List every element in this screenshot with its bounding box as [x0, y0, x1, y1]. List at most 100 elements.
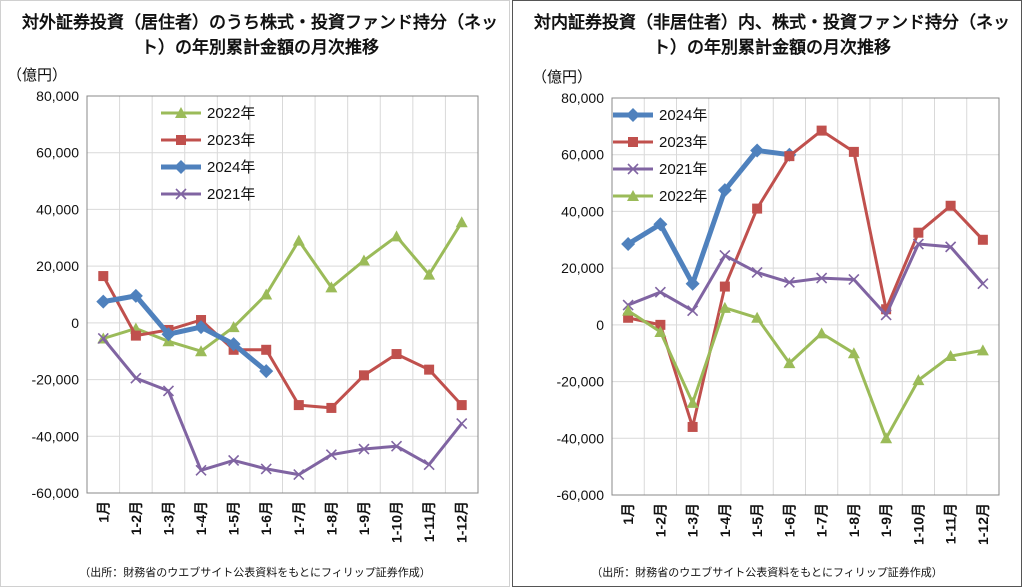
y-tick-label: 80,000	[36, 88, 79, 104]
data-point-2021年	[390, 440, 403, 452]
data-point-2021年	[783, 276, 795, 288]
data-point-2022年	[976, 344, 989, 356]
legend-swatch-marker	[627, 190, 639, 201]
data-point-2024年	[621, 237, 636, 252]
data-point-2023年	[623, 312, 634, 323]
data-point-2021年	[456, 417, 468, 430]
y-tick-label: 80,000	[561, 90, 604, 106]
y-tick-label: -60,000	[32, 485, 80, 501]
data-point-2022年	[718, 301, 731, 313]
data-point-2021年	[751, 266, 763, 278]
y-tick-label: 0	[71, 315, 79, 331]
y-axis-unit-label: （億円）	[7, 67, 67, 84]
data-point-2021年	[195, 464, 207, 476]
data-point-2023年	[719, 281, 730, 292]
data-point-2023年	[752, 203, 763, 214]
data-point-2023年	[687, 421, 698, 432]
y-tick-label: -20,000	[557, 374, 605, 390]
data-point-2024年	[685, 276, 700, 291]
data-point-2024年	[194, 320, 209, 335]
x-tick-label: 1-6月	[258, 501, 274, 535]
data-point-2023年	[326, 402, 337, 413]
outward-investment-chart-panel: 対外証券投資（居住者）のうち株式・投資ファンド持分（ネット）の年別累計金額の月次…	[0, 0, 510, 587]
data-point-2022年	[292, 234, 305, 246]
data-point-2022年	[686, 396, 699, 408]
data-point-2022年	[260, 288, 273, 300]
x-tick-label: 1-10月	[389, 501, 405, 543]
series-line-2022年	[627, 306, 984, 440]
legend-swatch-marker	[176, 135, 186, 145]
data-point-2021年	[293, 469, 305, 481]
plot-frame	[86, 95, 479, 494]
y-tick-label: -40,000	[32, 428, 80, 444]
data-point-2023年	[424, 364, 435, 375]
data-point-2022年	[423, 268, 436, 280]
x-tick-label: 1-10月	[910, 503, 926, 545]
y-tick-label: 40,000	[36, 201, 79, 217]
data-point-2021年	[719, 249, 731, 261]
y-tick-label: -60,000	[557, 487, 605, 503]
data-point-2021年	[816, 272, 828, 284]
data-point-2022年	[880, 432, 893, 444]
data-point-2023年	[816, 125, 827, 136]
data-point-2021年	[654, 286, 666, 298]
data-point-2023年	[784, 151, 795, 162]
data-point-2024年	[259, 364, 274, 379]
x-tick-label: 1-7月	[291, 501, 307, 535]
data-point-2021年	[687, 305, 699, 317]
source-note: （出所：財務省のウエブサイト公表資料をもとにフィリップ証券作成）	[79, 566, 431, 579]
series-line-2022年	[102, 221, 463, 353]
x-tick-label: 1-8月	[846, 503, 862, 537]
y-tick-label: 40,000	[561, 203, 604, 219]
data-point-2023年	[945, 200, 956, 211]
data-point-2021年	[945, 241, 957, 253]
data-point-2024年	[653, 217, 668, 232]
data-point-2023年	[293, 400, 304, 411]
legend-label: 2023年	[659, 134, 707, 151]
legend-swatch-marker	[626, 108, 640, 122]
data-point-2022年	[847, 347, 860, 359]
data-point-2023年	[130, 330, 141, 341]
data-point-2022年	[455, 216, 468, 228]
data-point-2023年	[848, 146, 859, 157]
data-point-2022年	[622, 304, 635, 316]
data-point-2021年	[325, 449, 337, 461]
data-point-2024年	[96, 294, 111, 309]
legend-label: 2024年	[659, 107, 707, 124]
y-axis-unit-label: （億円）	[532, 69, 592, 86]
x-tick-label: 1-9月	[356, 501, 372, 535]
inward-investment-chart: （億円） 80,000 60,000 40,000 20,000 0 -20,000 -40,…	[532, 69, 1000, 545]
data-point-2023年	[456, 400, 467, 411]
data-point-2022年	[944, 350, 957, 362]
data-point-2021年	[228, 454, 240, 466]
data-point-2022年	[325, 281, 338, 293]
y-tick-label: 60,000	[561, 147, 604, 163]
x-tick-label: 1-12月	[975, 503, 991, 545]
x-tick-label: 1-12月	[454, 501, 470, 543]
legend-label: 2022年	[659, 188, 707, 205]
chart-title: 対内証券投資（非居住者）内、株式・投資ファンド持分（ネット）の年別累計金額の月次…	[534, 13, 1010, 58]
y-tick-label: 60,000	[36, 145, 79, 161]
y-tick-label: 20,000	[36, 258, 79, 274]
data-point-2021年	[912, 238, 924, 250]
data-point-2023年	[261, 344, 272, 355]
x-tick-label: 1-7月	[814, 503, 830, 537]
data-point-2024年	[226, 337, 241, 352]
legend-label: 2021年	[207, 186, 255, 203]
y-tick-label: 20,000	[561, 260, 604, 276]
legend-label: 2024年	[207, 159, 255, 176]
x-tick-label: 1-4月	[717, 503, 733, 537]
data-point-2023年	[913, 227, 924, 238]
y-tick-label: 0	[596, 317, 604, 333]
x-tick-label: 1-2月	[652, 503, 668, 537]
x-tick-label: 1-6月	[781, 503, 797, 537]
outward-investment-chart: （億円） 80,000 60,000 40,000 20,000 0 -20,000 -40,…	[7, 67, 479, 543]
series-line-2021年	[627, 242, 985, 317]
legend-label: 2021年	[659, 161, 707, 178]
data-point-2022年	[195, 345, 208, 357]
plot-frame	[611, 97, 1000, 496]
y-tick-label: -40,000	[557, 430, 605, 446]
data-point-2021年	[977, 278, 989, 290]
x-tick-label: 1-11月	[421, 501, 437, 542]
legend-swatch-marker	[627, 163, 639, 175]
